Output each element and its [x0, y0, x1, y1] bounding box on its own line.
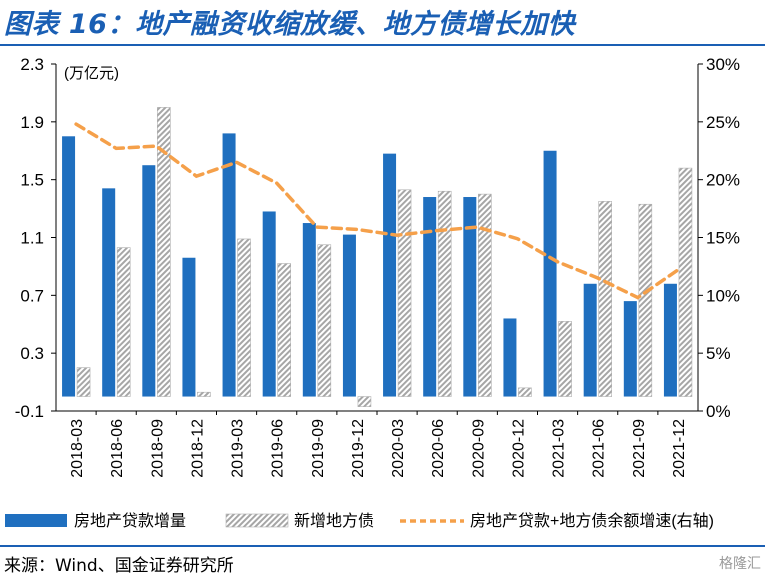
- bar-local-bond: [518, 387, 532, 397]
- bar-real-estate-loan: [423, 197, 437, 397]
- x-tick-label: 2020-03: [390, 419, 407, 478]
- right-tick-label: 10%: [706, 286, 740, 305]
- right-tick-label: 0%: [706, 402, 731, 421]
- bar-real-estate-loan: [543, 150, 557, 397]
- bar-local-bond: [197, 391, 211, 397]
- growth-rate-line: [74, 122, 680, 300]
- x-tick-label: 2019-12: [350, 419, 367, 478]
- right-tick-label: 5%: [706, 344, 731, 363]
- x-tick-label: 2021-06: [591, 419, 608, 478]
- left-tick-label: 0.3: [20, 344, 44, 363]
- bar-real-estate-loan: [503, 318, 517, 397]
- chart-title: 图表 16：地产融资收缩放缓、地方债增长加快: [4, 9, 575, 40]
- bar-real-estate-loan: [663, 283, 677, 397]
- legend-label-loan: 房地产贷款增量: [74, 512, 186, 530]
- source-note: 来源：Wind、国金证券研究所: [4, 556, 234, 576]
- bar-real-estate-loan: [383, 153, 397, 397]
- legend-swatch-bond: [225, 513, 289, 528]
- x-tick-label: 2020-09: [470, 419, 487, 478]
- x-tick-label: 2021-03: [551, 419, 568, 478]
- bar-local-bond: [678, 167, 693, 397]
- x-tick-label: 2019-09: [310, 419, 327, 478]
- legend-label-bond: 新增地方债: [294, 512, 374, 530]
- bar-local-bond: [478, 193, 492, 397]
- x-tick-label: 2019-06: [270, 419, 287, 478]
- bar-real-estate-loan: [142, 165, 156, 397]
- bar-local-bond: [598, 201, 612, 397]
- bar-real-estate-loan: [262, 211, 276, 397]
- bar-real-estate-loan: [62, 136, 76, 397]
- bar-local-bond: [237, 238, 251, 397]
- bar-real-estate-loan: [623, 301, 637, 397]
- bar-local-bond: [397, 189, 412, 397]
- right-tick-label: 30%: [706, 55, 740, 74]
- bar-local-bond: [638, 203, 653, 397]
- bar-local-bond: [116, 247, 131, 397]
- right-tick-label: 20%: [706, 171, 740, 190]
- bar-real-estate-loan: [342, 234, 356, 397]
- right-tick-label: 25%: [706, 113, 740, 132]
- bar-real-estate-loan: [302, 223, 316, 397]
- x-tick-label: 2018-03: [69, 419, 86, 478]
- bar-local-bond: [437, 190, 452, 397]
- left-tick-label: 1.5: [20, 171, 44, 190]
- left-tick-label: -0.1: [15, 402, 44, 421]
- bar-local-bond: [277, 263, 291, 397]
- bar-real-estate-loan: [463, 197, 477, 397]
- watermark-logo: 格隆汇: [719, 556, 761, 572]
- x-tick-label: 2021-12: [671, 419, 688, 478]
- x-tick-label: 2018-06: [109, 419, 126, 478]
- bar-local-bond: [157, 107, 171, 397]
- bar-real-estate-loan: [583, 283, 597, 397]
- left-tick-label: 1.9: [20, 113, 44, 132]
- left-tick-label: 0.7: [20, 286, 44, 305]
- legend-swatch-loan: [5, 514, 67, 527]
- x-tick-label: 2018-09: [149, 419, 166, 478]
- bar-real-estate-loan: [222, 133, 236, 397]
- bar-real-estate-loan: [102, 188, 116, 397]
- x-tick-label: 2018-12: [189, 419, 206, 478]
- left-axis-unit: (万亿元): [64, 65, 119, 82]
- bar-real-estate-loan: [182, 257, 196, 397]
- chart-canvas: -0.1 0.3 0.7 1.1 1.5 1.9 2.3 0% 5% 10% 15% 20% 25% 30…: [5, 55, 740, 530]
- title-divider: [0, 44, 765, 46]
- x-tick-label: 2020-06: [430, 419, 447, 478]
- x-tick-label: 2020-12: [510, 419, 527, 478]
- footer-divider: [0, 545, 765, 547]
- right-tick-label: 15%: [706, 229, 740, 248]
- bar-local-bond: [357, 396, 372, 407]
- left-tick-label: 1.1: [20, 229, 44, 248]
- x-tick-label: 2019-03: [230, 419, 247, 478]
- bar-local-bond: [76, 367, 91, 397]
- bar-local-bond: [558, 321, 572, 397]
- left-tick-label: 2.3: [20, 55, 44, 74]
- x-tick-label: 2021-09: [631, 419, 648, 478]
- bar-local-bond: [317, 244, 332, 397]
- legend-label-line: 房地产贷款+地方债余额增速(右轴): [470, 511, 714, 530]
